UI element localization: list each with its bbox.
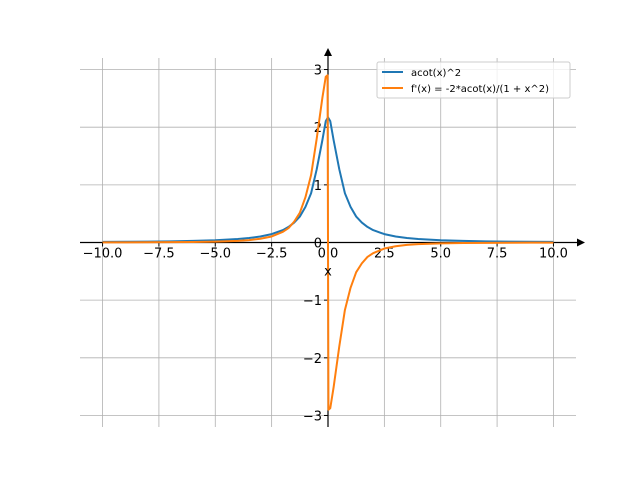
series-line-derivative [102,74,554,411]
x-axis-arrow [577,238,585,247]
x-tick-label: −7.5 [143,247,175,262]
y-tick-label: 0 [314,237,322,252]
y-tick-label: 1 [314,179,322,194]
x-tick-label: 5.0 [430,247,451,262]
legend: acot(x)^2 f'(x) = -2*acot(x)/(1 + x^2) [376,61,571,99]
legend-label-derivative: f'(x) = -2*acot(x)/(1 + x^2) [411,84,549,95]
axes [80,48,585,427]
series-layer [102,74,554,411]
x-tick-label: −5.0 [199,247,231,262]
y-tick-label: 3 [314,64,322,79]
y-tick-label: −2 [303,352,322,367]
x-tick-label: 10.0 [539,247,568,262]
y-tick-label: −1 [303,294,322,309]
x-axis-label: x [324,265,332,280]
legend-label-acot-squared: acot(x)^2 [411,68,461,79]
ticks: −10.0 −7.5 −5.0 −2.5 0.0 2.5 5.0 7.5 10.0−3−2−10… [83,64,568,425]
x-tick-label: 7.5 [487,247,508,262]
x-tick-label: −10.0 [83,247,123,262]
x-tick-label: −2.5 [256,247,288,262]
y-axis-arrow [324,48,332,56]
legend-box [376,61,571,99]
y-tick-label: −3 [303,409,322,424]
